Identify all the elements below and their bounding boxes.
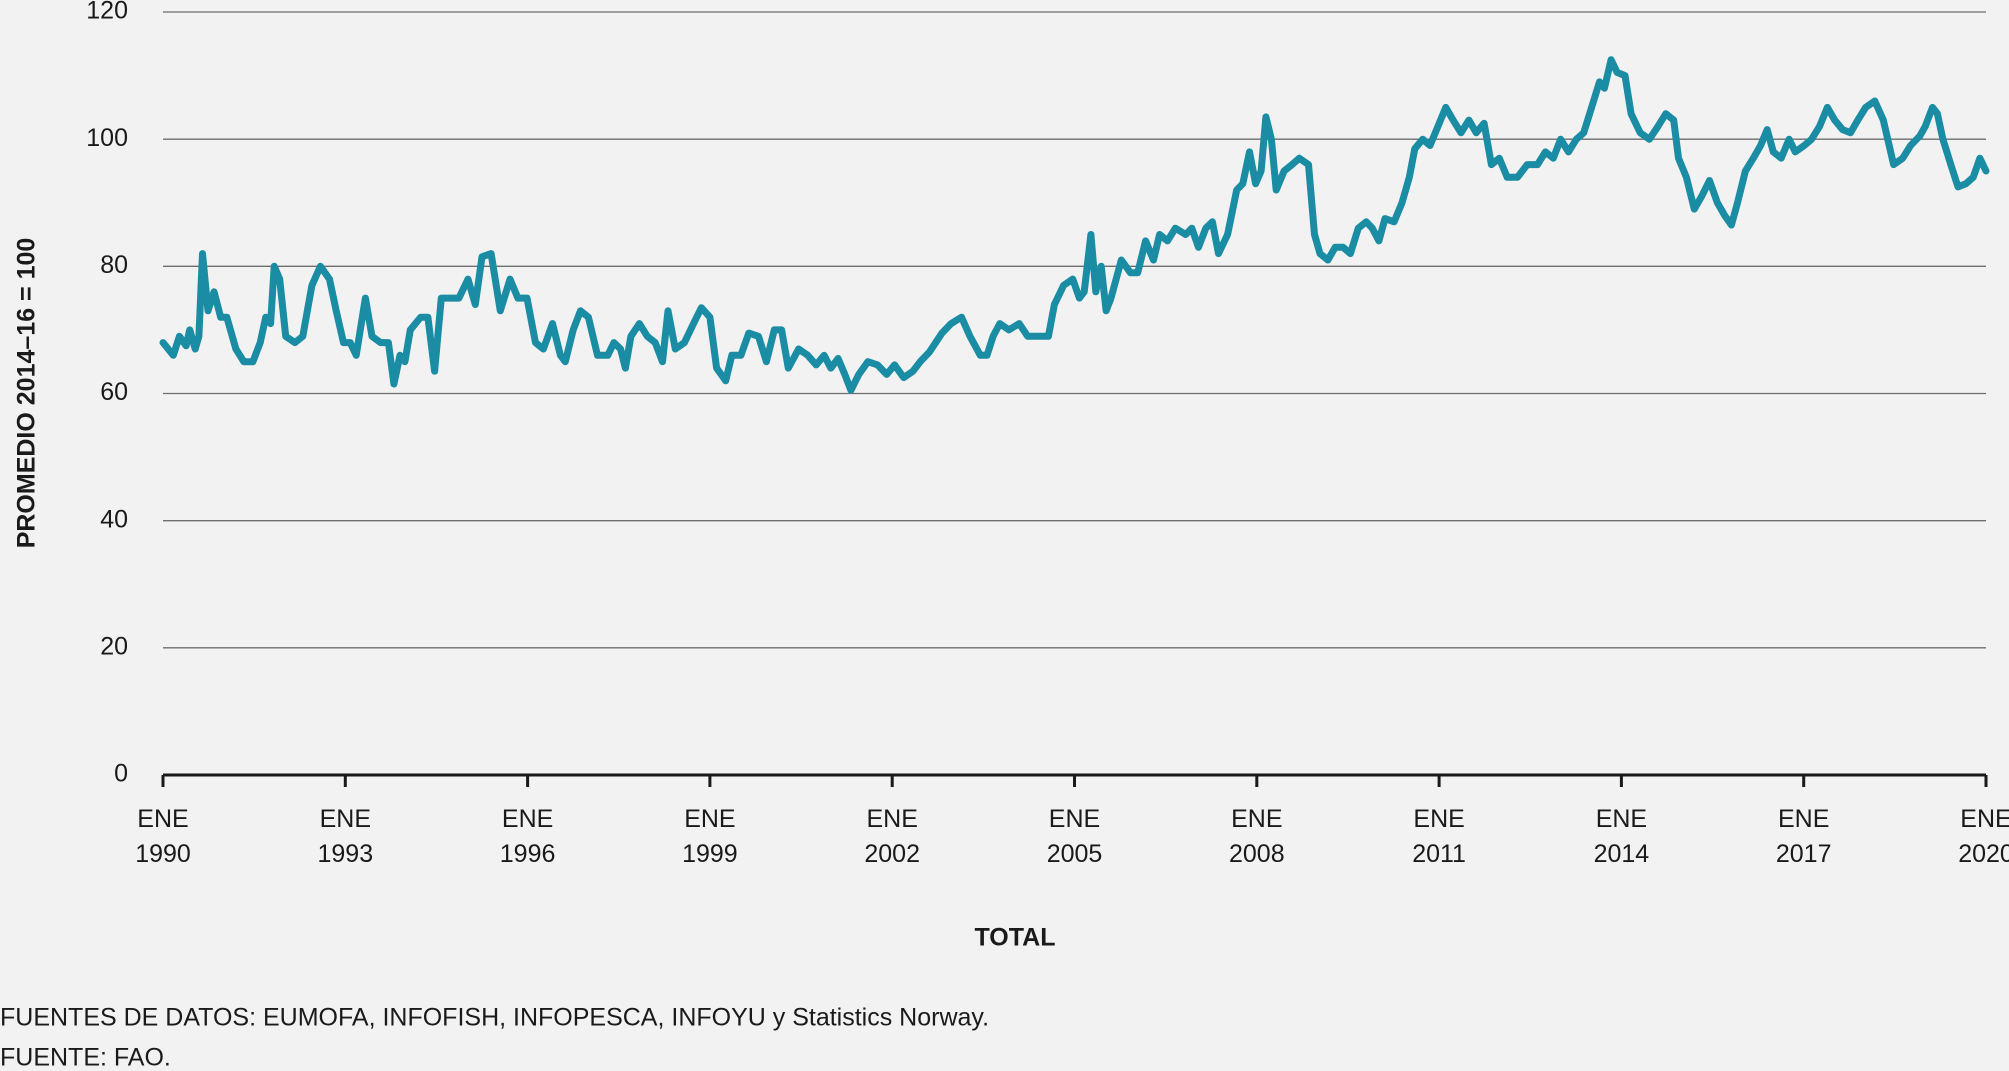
x-tick-label: ENE 1993 xyxy=(317,805,373,868)
y-tick-label: 120 xyxy=(86,0,128,25)
y-tick-label: 40 xyxy=(100,505,128,533)
y-tick-label: 80 xyxy=(100,251,128,279)
x-tick-label: ENE 2014 xyxy=(1594,805,1650,868)
x-tick-label: ENE 2020 xyxy=(1958,805,2009,868)
y-tick-label: 60 xyxy=(100,378,128,406)
data-line xyxy=(159,56,1990,394)
y-axis-label: PROMEDIO 2014–16 = 100 xyxy=(13,238,41,549)
x-tick-label: ENE 2017 xyxy=(1776,805,1832,868)
x-tick-label: ENE 1996 xyxy=(500,805,556,868)
source-note: FUENTES DE DATOS: EUMOFA, INFOFISH, INFO… xyxy=(0,1004,989,1032)
x-axis-label: TOTAL xyxy=(974,924,1055,952)
x-tick-label: ENE 1999 xyxy=(682,805,738,868)
y-tick-label: 100 xyxy=(86,124,128,152)
y-tick-label: 0 xyxy=(114,760,128,788)
y-tick-label: 20 xyxy=(100,632,128,660)
source-note: FUENTE: FAO. xyxy=(0,1044,171,1071)
x-tick-label: ENE 2011 xyxy=(1412,805,1466,868)
x-tick-label: ENE 2005 xyxy=(1047,805,1103,868)
x-tick-label: ENE 1990 xyxy=(135,805,191,868)
x-tick-label: ENE 2008 xyxy=(1229,805,1285,868)
x-tick-label: ENE 2002 xyxy=(864,805,920,868)
